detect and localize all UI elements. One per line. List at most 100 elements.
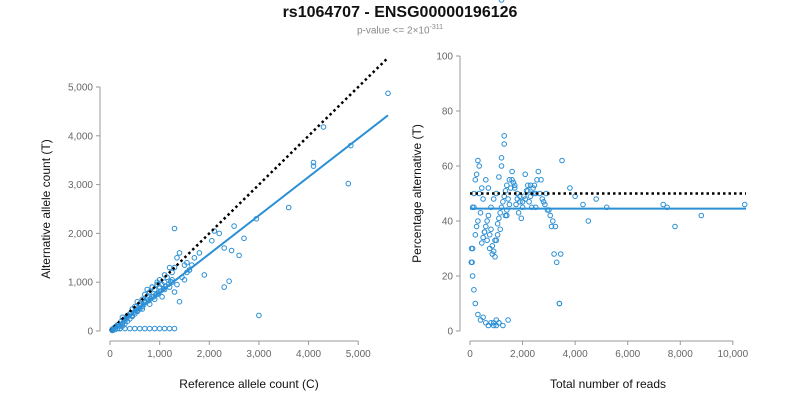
subtitle-text: p-value <= 2×10 <box>356 25 430 37</box>
plot1-y-tick-label: 5,000 <box>68 83 93 94</box>
plot2-data-point <box>490 248 497 255</box>
plot2-data-point <box>484 218 490 224</box>
plot2-data-point <box>483 177 489 183</box>
plot1-data-point <box>176 250 183 256</box>
plot2-data-point <box>521 193 527 200</box>
plot1-fit-line <box>109 114 389 332</box>
plot2-data-point <box>557 251 564 257</box>
plot2-data-point <box>475 157 481 164</box>
plot1-reference-line <box>109 56 389 332</box>
plot2-x-tick-label: 4,000 <box>563 349 588 360</box>
plot2-data-point <box>531 182 538 189</box>
plot2-data-point <box>497 226 504 233</box>
plot2-x-tick-label: 6,000 <box>615 349 640 360</box>
plot2-data-point <box>506 201 513 208</box>
page-title: rs1064707 - ENSG00000196126 <box>282 4 518 21</box>
plot2-data-point <box>501 141 508 147</box>
plot1-y-tick-label: 0 <box>87 327 93 338</box>
plot1-y-axis-label: Alternative allele count (T) <box>39 139 53 278</box>
plot2-data-point <box>472 177 479 183</box>
plot2-data-point <box>593 196 600 202</box>
plot2-data-point <box>507 185 514 191</box>
plot2-data-point <box>502 212 509 219</box>
plot1-y-tick-label: 2,000 <box>68 229 93 240</box>
plot2-data-point <box>672 223 678 230</box>
plot2-data-point <box>548 223 555 230</box>
plot2-y-axis-label: Percentage alternative (T) <box>410 124 424 263</box>
plot2-data-point <box>481 229 488 235</box>
plot1-data-point <box>256 312 262 319</box>
plot2-data-point <box>472 232 479 238</box>
plot1-data-point <box>156 325 163 332</box>
plot2-data-point <box>567 185 573 191</box>
plot2-data-point <box>514 196 521 202</box>
plot1-data-point <box>166 325 173 332</box>
plot1-data-point <box>310 163 317 169</box>
plot2-x-axis-label: Total number of reads <box>550 377 666 391</box>
plot2-group: 0 2,000 4,000 6,000 8,000 10,000 0 20 40 60 80 100 T… <box>410 0 749 391</box>
plot2-data-point <box>505 196 511 202</box>
plot2-data-point <box>505 317 511 323</box>
plot2-data-point <box>510 179 517 186</box>
plot1-x-tick-label: 5,000 <box>346 349 371 360</box>
plot1-data-point <box>171 289 178 295</box>
plot1-data-point <box>310 159 317 166</box>
plot2-data-point <box>472 300 479 307</box>
plot2-data-point <box>513 201 519 208</box>
plot2-data-point <box>500 199 506 205</box>
plot2-data-point <box>660 201 667 208</box>
plot1-data-point <box>154 281 160 288</box>
plot1-y-tick-label: 3,000 <box>68 180 93 191</box>
plot2-data-point <box>488 226 494 233</box>
plot1-data-point <box>171 225 178 232</box>
plot2-data-point <box>525 182 531 189</box>
plot1-data-point <box>144 286 150 293</box>
plot2-data-point <box>473 223 480 230</box>
plot2-data-point <box>483 320 489 326</box>
plot2-data-point <box>480 314 486 321</box>
plot1-data-point <box>211 228 218 234</box>
plot2-data-point <box>485 185 492 191</box>
plot2-data-point <box>475 218 481 224</box>
plot2-x-tick-label: 2,000 <box>510 349 535 360</box>
plot2-data-point <box>480 234 486 241</box>
plot1-data-point <box>161 325 168 332</box>
plot2-data-point <box>535 168 542 175</box>
plot1-data-point <box>201 272 208 278</box>
plot1-data-point <box>221 245 227 251</box>
plot1-y-tick-label: 1,000 <box>68 278 93 289</box>
plot1-data-point <box>166 264 173 271</box>
plot1-data-point <box>181 262 188 268</box>
plot2-data-point <box>526 199 532 205</box>
plot2-data-point <box>489 243 496 249</box>
plot1-data-point <box>174 281 180 288</box>
plot1-data-point <box>236 252 242 259</box>
plot1-data-point <box>142 291 148 298</box>
subtitle-exponent: -311 <box>429 24 444 31</box>
plot2-data-point <box>477 317 484 323</box>
plot2-data-point <box>486 232 493 238</box>
plot1-data-point <box>320 124 327 130</box>
plot1-data-point <box>174 254 180 261</box>
plot2-data-point <box>522 196 529 202</box>
plot2-data-point <box>494 221 501 227</box>
plot2-data-point <box>485 322 492 329</box>
plot2-data-point <box>559 157 565 164</box>
plot2-data-point <box>498 0 505 3</box>
plot2-data-point <box>475 311 481 318</box>
plot1-data-point <box>151 325 158 332</box>
plot2-data-point <box>556 300 563 307</box>
plot1-data-point <box>142 325 148 332</box>
plot2-data-point <box>550 218 556 224</box>
plot1-data-point <box>146 325 153 332</box>
plot1-x-axis-label: Reference allele count (C) <box>179 377 318 391</box>
plot2-data-point <box>494 232 501 238</box>
plot2-data-point <box>484 237 490 244</box>
plot2-data-point <box>493 237 500 244</box>
plot2-data-point <box>490 196 497 202</box>
plot2-data-point <box>506 177 513 183</box>
plot2-data-point <box>518 215 525 222</box>
plot2-data-point <box>497 210 504 216</box>
plot2-data-point <box>496 320 502 326</box>
